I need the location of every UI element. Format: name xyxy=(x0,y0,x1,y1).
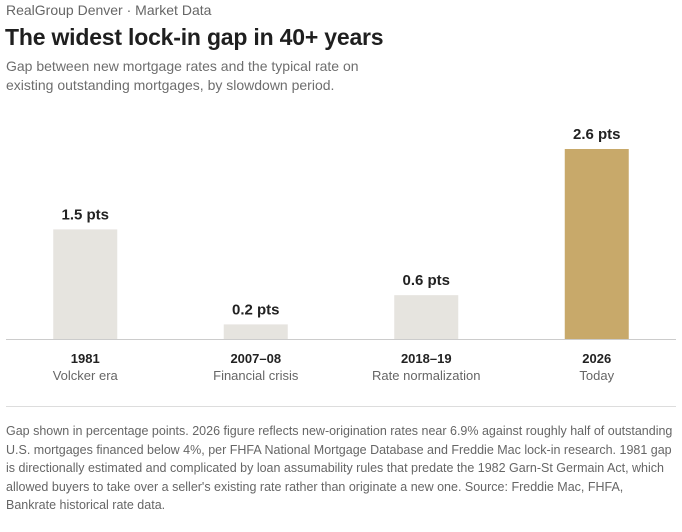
category-sublabel-2: Rate normalization xyxy=(372,368,480,383)
bar-chart: 1.5 pts 1981 Volcker era 0.2 pts 2007–08 Fina… xyxy=(6,126,676,383)
footnote: Gap shown in percentage points. 2026 fig… xyxy=(6,424,673,512)
bar-1 xyxy=(223,324,288,339)
value-label-0: 1.5 pts xyxy=(61,206,109,223)
category-label-3: 2026 xyxy=(582,351,611,366)
bar-3 xyxy=(564,149,629,339)
category-label-2: 2018–19 xyxy=(401,351,452,366)
chart-title: The widest lock-in gap in 40+ years xyxy=(5,24,384,50)
source-line: RealGroup Denver · Market Data xyxy=(6,2,212,18)
category-sublabel-3: Today xyxy=(579,368,614,383)
chart-subtitle: Gap between new mortgage rates and the t… xyxy=(6,58,359,93)
value-label-1: 0.2 pts xyxy=(232,301,280,318)
footnote-divider xyxy=(6,406,676,407)
category-sublabel-1: Financial crisis xyxy=(213,368,299,383)
bar-2 xyxy=(394,295,459,339)
category-label-1: 2007–08 xyxy=(230,351,281,366)
category-sublabel-0: Volcker era xyxy=(53,368,119,383)
value-label-3: 2.6 pts xyxy=(573,126,621,143)
value-label-2: 0.6 pts xyxy=(402,272,450,289)
bar-0 xyxy=(53,229,118,339)
category-label-0: 1981 xyxy=(71,351,100,366)
